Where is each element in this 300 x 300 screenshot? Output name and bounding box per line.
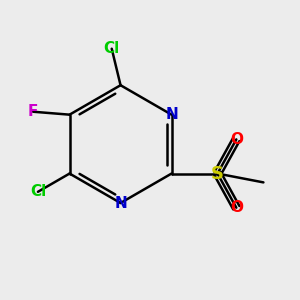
Text: Cl: Cl — [30, 184, 46, 199]
Text: F: F — [28, 104, 38, 119]
Text: Cl: Cl — [103, 41, 120, 56]
Text: N: N — [165, 107, 178, 122]
Text: S: S — [211, 165, 224, 183]
Text: O: O — [230, 132, 243, 147]
Text: N: N — [114, 196, 127, 211]
Text: O: O — [230, 200, 243, 215]
